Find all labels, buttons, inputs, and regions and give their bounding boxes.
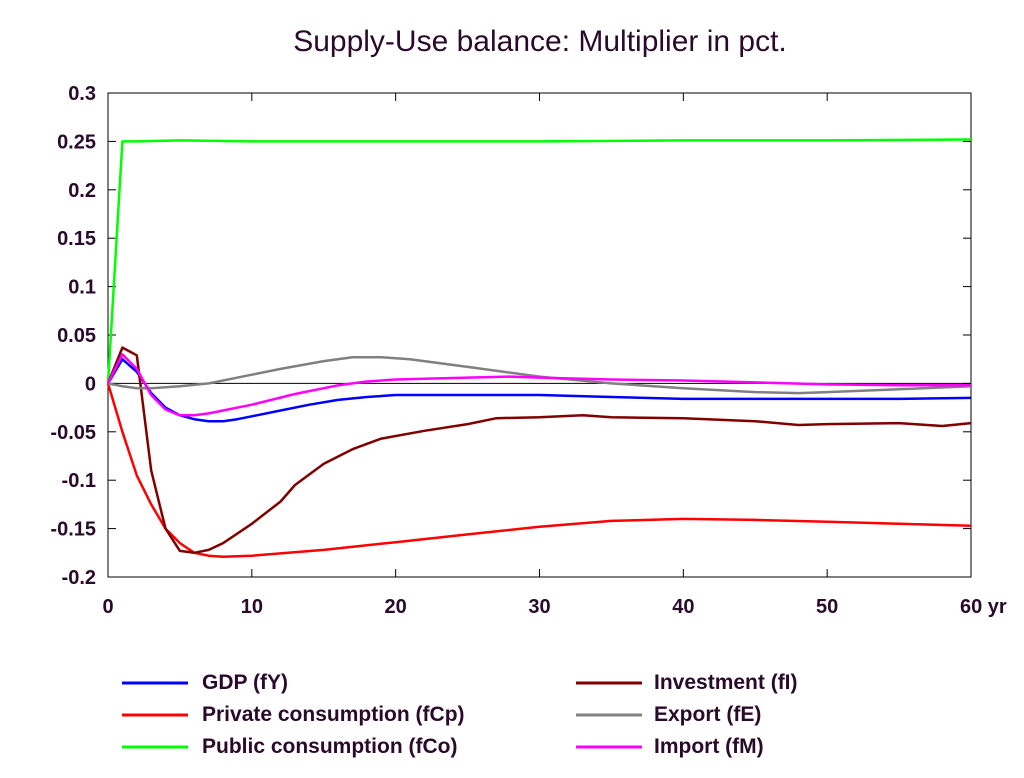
y-tick-label: 0.3 bbox=[68, 83, 96, 105]
y-tick-label: -0.05 bbox=[50, 422, 96, 444]
series-line-2 bbox=[106, 138, 972, 384]
chart-title: Supply-Use balance: Multiplier in pct. bbox=[293, 25, 787, 58]
series-line-4 bbox=[107, 356, 972, 395]
legend-label: Public consumption (fCo) bbox=[202, 735, 457, 758]
y-tick-label: -0.2 bbox=[62, 567, 96, 589]
x-tick-label: 10 bbox=[241, 596, 263, 618]
legend-label: Export (fE) bbox=[654, 703, 761, 726]
x-tick-label: 60 yr bbox=[960, 596, 1007, 618]
series-layer bbox=[106, 138, 972, 558]
series-line-0 bbox=[106, 357, 972, 423]
x-tick-label: 50 bbox=[816, 596, 838, 618]
x-tick-label: 40 bbox=[672, 596, 694, 618]
series-line-1 bbox=[106, 383, 972, 558]
legend-label: Import (fM) bbox=[654, 735, 764, 758]
plot-area-frame bbox=[107, 92, 972, 578]
x-tick-label: 20 bbox=[385, 596, 407, 618]
legend-label: Investment (fI) bbox=[654, 671, 798, 694]
legend-label: GDP (fY) bbox=[202, 671, 288, 694]
y-tick-label: 0 bbox=[85, 373, 96, 395]
legend: GDP (fY) Private consumption (fCp) Public … bbox=[122, 671, 798, 758]
y-tick-label: -0.1 bbox=[62, 470, 96, 492]
series-line-3 bbox=[106, 346, 972, 555]
series-line-5 bbox=[106, 353, 971, 417]
y-tick-label: -0.15 bbox=[50, 519, 96, 541]
y-tick-label: 0.05 bbox=[57, 325, 96, 347]
x-tick-label: 30 bbox=[528, 596, 550, 618]
legend-label: Private consumption (fCp) bbox=[202, 703, 465, 726]
axes-layer: 0.3 0.25 0.2 0.15 0.1 0.05 0 -0.05 -0.1 -0.15 -0.2… bbox=[50, 83, 1007, 618]
x-tick-label: 0 bbox=[102, 596, 113, 618]
y-tick-label: 0.25 bbox=[57, 131, 96, 153]
y-tick-label: 0.15 bbox=[57, 228, 96, 250]
y-tick-label: 0.1 bbox=[68, 277, 96, 299]
y-tick-label: 0.2 bbox=[68, 180, 96, 202]
